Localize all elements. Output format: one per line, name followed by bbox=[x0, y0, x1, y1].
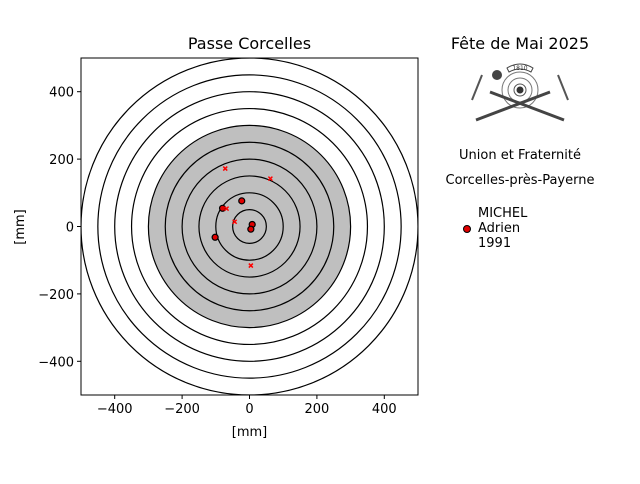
shot-cross bbox=[232, 219, 238, 225]
chart-title: Passe Corcelles bbox=[188, 34, 311, 53]
y-tick-label: 400 bbox=[49, 86, 74, 101]
target-ring bbox=[147, 124, 352, 329]
target-ring bbox=[97, 74, 402, 379]
shot-cross bbox=[248, 263, 254, 269]
club-location: Corcelles-près-Payerne bbox=[445, 173, 595, 188]
side-title: Fête de Mai 2025 bbox=[451, 34, 589, 53]
club-motto: Union et Fraternité bbox=[459, 148, 581, 163]
target-ring bbox=[232, 209, 267, 244]
target-ring bbox=[164, 141, 335, 312]
shot-cross bbox=[222, 166, 228, 172]
x-tick-label: −200 bbox=[164, 402, 200, 417]
legend-marker bbox=[463, 225, 471, 233]
y-axis-label: [mm] bbox=[13, 209, 28, 244]
legend-line: MICHEL bbox=[478, 206, 528, 221]
x-tick-label: −400 bbox=[97, 402, 133, 417]
x-axis-label: [mm] bbox=[232, 425, 267, 440]
shot-point bbox=[247, 225, 255, 233]
y-tick-label: 0 bbox=[66, 221, 74, 236]
target-ring bbox=[114, 91, 385, 362]
legend-line: 1991 bbox=[478, 236, 512, 251]
shot-point bbox=[238, 197, 246, 205]
target-ring bbox=[130, 107, 369, 346]
target-ring bbox=[198, 175, 301, 278]
y-tick-label: −400 bbox=[38, 355, 74, 370]
target-ring bbox=[181, 158, 318, 295]
x-tick-label: 200 bbox=[304, 402, 329, 417]
club-logo: 1810 bbox=[471, 63, 569, 122]
shot-point bbox=[211, 233, 219, 241]
x-tick-label: 0 bbox=[245, 402, 253, 417]
legend-line: Adrien bbox=[478, 221, 521, 236]
target-ring bbox=[215, 192, 284, 261]
legend: MICHEL Adrien 1991 bbox=[463, 206, 527, 251]
logo-year: 1810 bbox=[512, 65, 527, 72]
y-tick-label: −200 bbox=[38, 288, 74, 303]
x-tick-label: 400 bbox=[372, 402, 397, 417]
shot-cross bbox=[267, 176, 273, 182]
shot-cross bbox=[224, 206, 230, 212]
y-tick-label: 200 bbox=[49, 153, 74, 168]
